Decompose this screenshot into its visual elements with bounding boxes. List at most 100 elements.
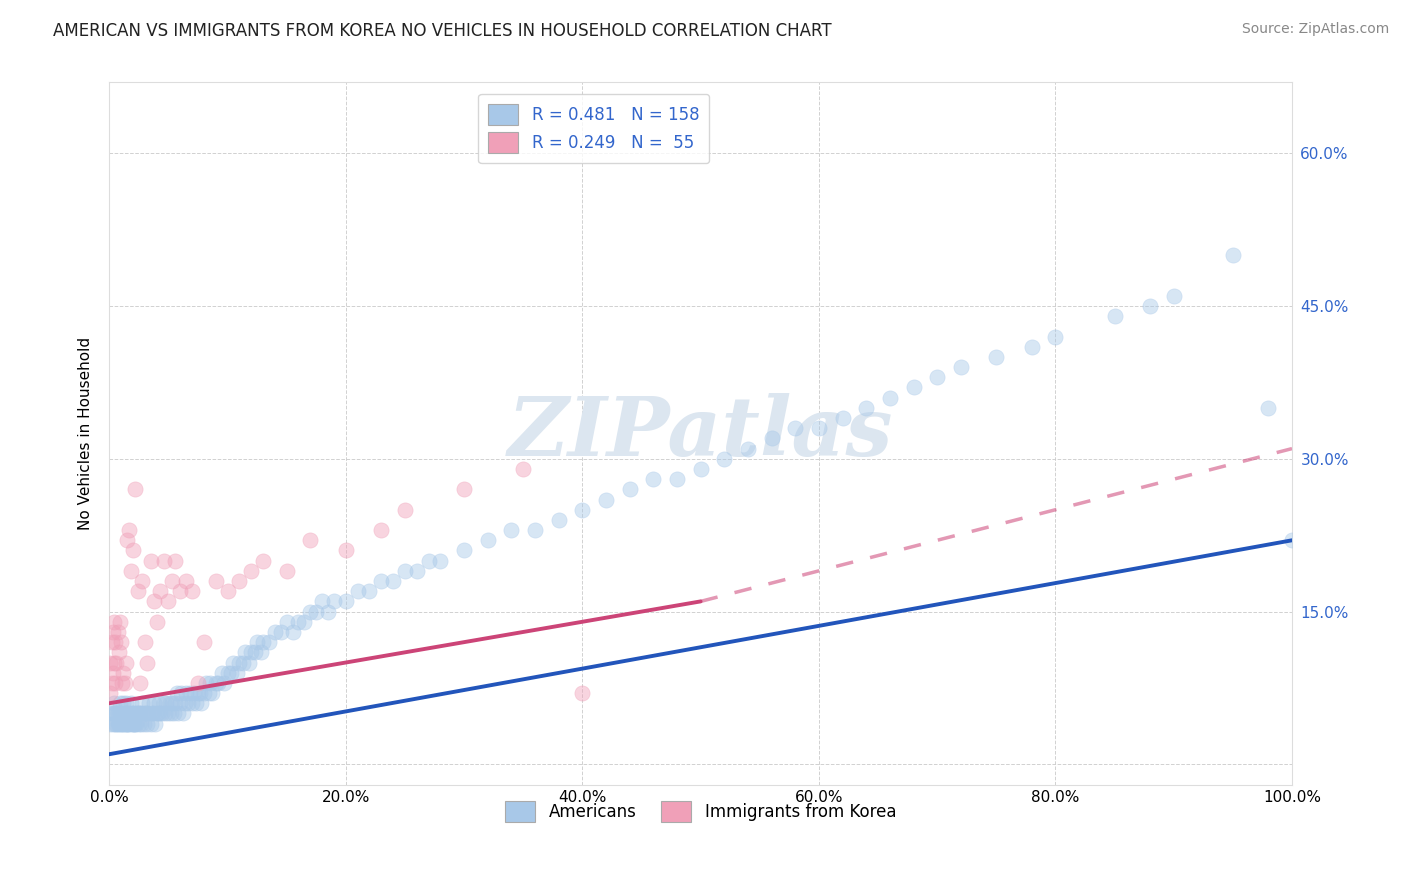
Point bbox=[103, 615, 125, 629]
Point bbox=[165, 696, 187, 710]
Point bbox=[927, 370, 949, 384]
Point bbox=[949, 360, 972, 375]
Point bbox=[112, 665, 135, 680]
Point bbox=[240, 645, 263, 659]
Point bbox=[131, 706, 153, 721]
Point bbox=[1163, 289, 1185, 303]
Point bbox=[204, 676, 226, 690]
Point bbox=[125, 716, 148, 731]
Point bbox=[114, 706, 136, 721]
Point bbox=[114, 716, 136, 731]
Point bbox=[855, 401, 877, 415]
Point bbox=[115, 716, 138, 731]
Point bbox=[305, 605, 328, 619]
Text: Source: ZipAtlas.com: Source: ZipAtlas.com bbox=[1241, 22, 1389, 37]
Point bbox=[713, 451, 735, 466]
Point bbox=[370, 574, 392, 588]
Point bbox=[114, 716, 136, 731]
Point bbox=[159, 696, 181, 710]
Point bbox=[252, 635, 274, 649]
Point bbox=[217, 584, 239, 599]
Point bbox=[1257, 401, 1279, 415]
Point bbox=[107, 716, 129, 731]
Point bbox=[121, 716, 143, 731]
Point bbox=[122, 706, 145, 721]
Point bbox=[1021, 340, 1043, 354]
Point bbox=[166, 706, 188, 721]
Point bbox=[761, 432, 783, 446]
Point bbox=[1104, 309, 1126, 323]
Point bbox=[547, 513, 569, 527]
Point bbox=[177, 696, 200, 710]
Point bbox=[595, 492, 617, 507]
Point bbox=[132, 716, 155, 731]
Point bbox=[240, 564, 263, 578]
Point bbox=[163, 706, 186, 721]
Point bbox=[181, 696, 204, 710]
Point bbox=[183, 686, 205, 700]
Point bbox=[115, 533, 138, 548]
Point bbox=[1139, 299, 1161, 313]
Point bbox=[1045, 329, 1067, 343]
Point bbox=[136, 656, 159, 670]
Point bbox=[181, 584, 204, 599]
Point bbox=[226, 665, 249, 680]
Point bbox=[512, 462, 534, 476]
Point bbox=[111, 716, 134, 731]
Point bbox=[114, 696, 136, 710]
Point bbox=[228, 656, 250, 670]
Point bbox=[571, 502, 593, 516]
Point bbox=[148, 696, 170, 710]
Point bbox=[418, 554, 440, 568]
Point bbox=[103, 656, 125, 670]
Point bbox=[323, 594, 346, 608]
Point bbox=[128, 716, 150, 731]
Point bbox=[101, 665, 124, 680]
Point bbox=[184, 696, 207, 710]
Point bbox=[146, 706, 169, 721]
Text: AMERICAN VS IMMIGRANTS FROM KOREA NO VEHICLES IN HOUSEHOLD CORRELATION CHART: AMERICAN VS IMMIGRANTS FROM KOREA NO VEH… bbox=[53, 22, 832, 40]
Point bbox=[276, 615, 298, 629]
Point bbox=[125, 706, 148, 721]
Point bbox=[101, 624, 124, 639]
Point bbox=[665, 472, 688, 486]
Point bbox=[179, 686, 201, 700]
Point bbox=[335, 543, 357, 558]
Point bbox=[903, 380, 925, 394]
Point bbox=[193, 635, 215, 649]
Point bbox=[129, 706, 152, 721]
Point bbox=[524, 523, 547, 537]
Point bbox=[115, 706, 138, 721]
Point bbox=[287, 615, 309, 629]
Point bbox=[100, 716, 122, 731]
Point bbox=[211, 665, 233, 680]
Point bbox=[316, 605, 339, 619]
Point bbox=[129, 676, 152, 690]
Point bbox=[195, 676, 218, 690]
Point bbox=[145, 706, 167, 721]
Point bbox=[103, 696, 125, 710]
Point bbox=[145, 615, 167, 629]
Point bbox=[212, 676, 235, 690]
Point bbox=[135, 706, 157, 721]
Text: ZIPatlas: ZIPatlas bbox=[508, 393, 893, 474]
Point bbox=[382, 574, 405, 588]
Point bbox=[299, 533, 322, 548]
Point bbox=[152, 706, 174, 721]
Point bbox=[149, 584, 172, 599]
Point bbox=[103, 706, 125, 721]
Point bbox=[122, 716, 145, 731]
Point bbox=[232, 656, 254, 670]
Point bbox=[104, 676, 127, 690]
Point bbox=[785, 421, 807, 435]
Point bbox=[141, 706, 163, 721]
Point bbox=[394, 502, 416, 516]
Point bbox=[105, 706, 128, 721]
Point bbox=[152, 696, 174, 710]
Point bbox=[807, 421, 830, 435]
Point bbox=[174, 696, 197, 710]
Point bbox=[120, 696, 142, 710]
Point bbox=[170, 686, 193, 700]
Point bbox=[105, 656, 128, 670]
Point bbox=[122, 706, 145, 721]
